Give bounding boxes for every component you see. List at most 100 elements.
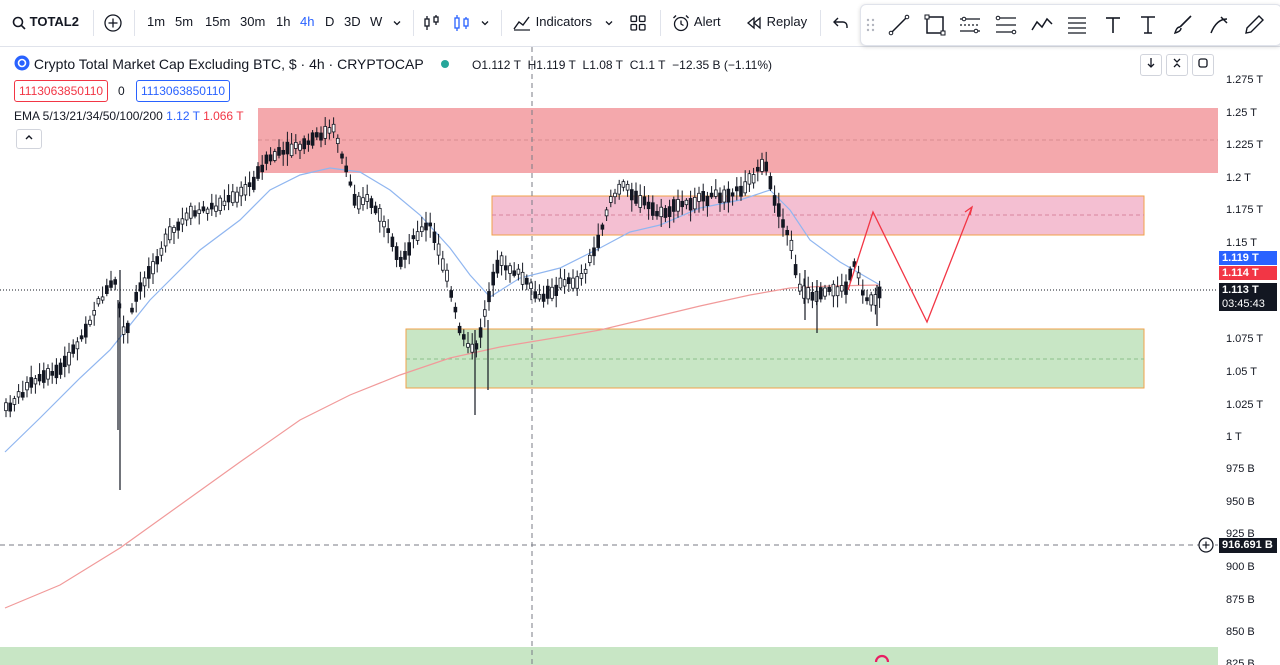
candle-body (331, 123, 336, 133)
candle-body (697, 192, 701, 202)
market-status-dot[interactable] (441, 60, 450, 68)
interval-w[interactable]: W (370, 14, 383, 29)
chevron-down-icon (605, 20, 613, 25)
highlighter-icon[interactable] (1207, 13, 1231, 37)
interval-d[interactable]: D (325, 14, 335, 29)
ohlc-values: O1.112 T H1.119 T L1.08 T C1.1 T −12.35 … (472, 58, 772, 72)
candle-body (529, 282, 533, 290)
bar-style-button[interactable] (423, 10, 441, 34)
candle-body (592, 247, 596, 257)
indicators-label: Indicators (535, 14, 592, 29)
arrow-down-icon (1147, 58, 1155, 68)
candle-body (344, 165, 348, 173)
rectangle-icon[interactable] (923, 13, 947, 37)
symbol-search-button[interactable]: TOTAL2 (12, 10, 79, 34)
ema-legend[interactable]: EMA 5/13/21/34/50/100/200 1.12 T 1.066 T (14, 109, 244, 123)
pattern-icon[interactable] (1030, 13, 1054, 37)
candle-body (79, 335, 84, 340)
candle-body (184, 212, 189, 221)
alarm-clock-icon (673, 14, 689, 31)
price-chart[interactable]: 1.275 T 1.25 T 1.225 T 1.2 T 1.175 T 1.15 T 1.… (0, 47, 1280, 665)
chart-type-dropdown[interactable] (480, 10, 490, 34)
candle-body (33, 378, 38, 385)
candle-body (226, 194, 231, 203)
brush-icon[interactable] (1171, 13, 1195, 37)
add-alert-button[interactable] (1198, 537, 1214, 553)
candle-body (361, 197, 365, 205)
bars-icon (424, 14, 439, 30)
prediction-icon[interactable] (1065, 13, 1089, 37)
candle-body (193, 210, 197, 217)
sell-price-box[interactable]: 1113063850110 (14, 80, 109, 102)
interval-dropdown[interactable] (392, 10, 402, 34)
interval-4h[interactable]: 4h (300, 14, 315, 29)
collapse-legend-button[interactable] (16, 129, 42, 149)
candle-body (46, 368, 50, 380)
interval-3d[interactable]: 3D (344, 14, 361, 29)
alert-button[interactable]: Alert (671, 10, 721, 34)
buy-price-box[interactable]: 1113063850110 (136, 80, 231, 102)
candle-body (541, 293, 546, 302)
fib-retracement-icon[interactable] (994, 13, 1018, 37)
chart-title[interactable]: Crypto Total Market Cap Excluding BTC, $… (33, 56, 424, 72)
spread-value: 0 (118, 84, 125, 98)
templates-button[interactable] (629, 10, 647, 34)
interval-15m[interactable]: 15m (205, 14, 231, 29)
compare-button[interactable] (103, 10, 123, 34)
pen-icon[interactable] (1242, 13, 1266, 37)
interval-1m[interactable]: 1m (147, 14, 166, 29)
candle-body (819, 287, 823, 300)
candle-body (197, 209, 202, 214)
candle-body (588, 254, 592, 263)
candle-body (293, 141, 298, 149)
drag-handle-icon[interactable] (865, 13, 877, 37)
support-zone-green[interactable] (405, 328, 1145, 389)
candle-body (693, 196, 697, 210)
candle-body (436, 243, 441, 256)
anchored-text-icon[interactable] (1136, 13, 1160, 37)
candle-body (369, 198, 374, 208)
candle-body (449, 290, 453, 298)
collapse-pane-button[interactable] (1166, 54, 1188, 76)
price-axis[interactable]: 1.275 T 1.25 T 1.225 T 1.2 T 1.175 T 1.15 T 1.… (1226, 74, 1263, 665)
indicators-button[interactable]: Indicators (512, 10, 592, 34)
trend-line-icon[interactable] (887, 13, 911, 37)
scroll-down-button[interactable] (1140, 54, 1162, 76)
text-icon[interactable] (1101, 13, 1125, 37)
candle-body (256, 166, 260, 179)
ohlc-close: C1.1 T (629, 58, 666, 72)
candle-body (260, 164, 264, 173)
drawing-toolbar (860, 4, 1280, 46)
candle-body (487, 291, 491, 303)
candle-style-button[interactable] (452, 10, 472, 34)
replay-button[interactable]: Replay (745, 10, 807, 34)
candle-body (457, 325, 462, 334)
indicators-dropdown[interactable] (604, 10, 614, 34)
candle-body (743, 181, 747, 194)
candle-body (323, 126, 327, 139)
projection-path[interactable] (847, 206, 973, 324)
candle-body (861, 290, 865, 296)
candle-body (268, 154, 273, 162)
candle-body (730, 192, 735, 197)
price-tag-red: 1.114 T (1219, 266, 1277, 280)
parallel-channel-icon[interactable] (958, 13, 982, 37)
candle-body (163, 233, 168, 247)
candle-body (575, 276, 579, 289)
undo-button[interactable] (832, 10, 850, 34)
candle-body (151, 261, 155, 275)
candle-body (756, 166, 760, 172)
candle-body (869, 294, 873, 306)
candle-body (222, 200, 227, 206)
interval-30m[interactable]: 30m (240, 14, 266, 29)
interval-5m[interactable]: 5m (175, 14, 194, 29)
interval-1h[interactable]: 1h (276, 14, 291, 29)
maximize-pane-button[interactable] (1192, 54, 1214, 76)
candle-body (424, 222, 428, 231)
chevron-down-icon (481, 20, 489, 25)
candle-body (306, 140, 311, 145)
support-zone-bottom[interactable] (0, 647, 1218, 665)
candle-body (230, 191, 235, 204)
candle-body (281, 149, 285, 155)
candle-body (382, 221, 386, 228)
